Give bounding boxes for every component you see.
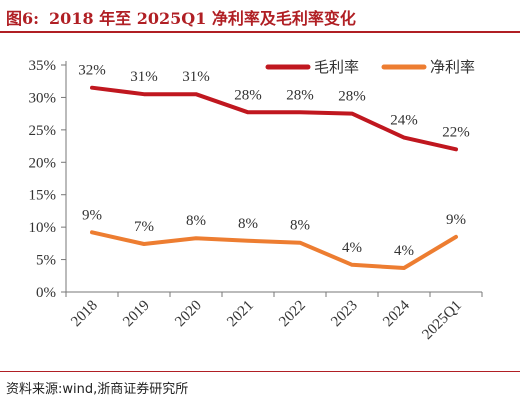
gross-margin-data-label: 24% [390, 113, 418, 129]
y-tick-label: 15% [29, 188, 57, 204]
net-margin-data-label: 8% [290, 218, 310, 234]
source-text: wind,浙商证券研究所 [62, 382, 189, 397]
legend-gross-label: 毛利率 [314, 58, 359, 76]
y-tick-label: 10% [29, 220, 57, 236]
y-tick-label: 25% [29, 123, 57, 139]
legend-net-label: 净利率 [430, 58, 475, 76]
gross-margin-data-label: 31% [182, 69, 210, 85]
gross-margin-data-label: 32% [78, 63, 106, 79]
figure-number: 图6: [6, 9, 40, 28]
title-rule [0, 31, 520, 33]
gross-margin-data-label: 28% [286, 87, 314, 103]
x-tick-label: 2022 [276, 298, 309, 331]
net-margin-data-label: 8% [238, 216, 258, 232]
y-tick-label: 35% [29, 58, 57, 74]
y-tick-label: 30% [29, 90, 57, 106]
source-label: 资料来源: [6, 382, 63, 397]
gross-margin-line [90, 85, 458, 152]
x-tick-label: 2023 [328, 298, 361, 331]
source-note: 资料来源: wind,浙商证券研究所 [6, 378, 188, 397]
gross-margin-data-label: 31% [130, 69, 158, 85]
y-tick-label: 0% [36, 285, 56, 301]
net-margin-data-label: 8% [186, 213, 206, 229]
x-tick-label: 2024 [380, 297, 413, 330]
gross-margin-data-label: 28% [338, 89, 366, 105]
figure-title-text: 2018 年至 2025Q1 净利率及毛利率变化 [49, 9, 356, 28]
net-margin-data-label: 7% [134, 219, 154, 235]
net-margin-data-label: 9% [82, 207, 102, 223]
y-tick-label: 5% [36, 253, 56, 269]
x-tick-label: 2020 [172, 298, 205, 331]
chart: 0% 5% 10% 15% 20% 25% 30% 35% 2018 2019 2020 2021 20… [29, 58, 483, 343]
gross-margin-data-label: 22% [442, 124, 470, 140]
net-margin-data-label: 4% [394, 243, 414, 259]
x-tick-label: 2018 [68, 298, 101, 331]
figure-title: 图6: 2018 年至 2025Q1 净利率及毛利率变化 [6, 4, 514, 30]
net-margin-line [90, 230, 458, 270]
gross-margin-data-label: 28% [234, 87, 262, 103]
source-rule [0, 371, 520, 372]
net-margin-data-label: 9% [446, 212, 466, 228]
net-margin-data-label: 4% [342, 240, 362, 256]
x-tick-label: 2021 [224, 298, 257, 331]
x-tick-label: 2019 [120, 298, 153, 331]
x-tick-label: 2025Q1 [419, 298, 464, 343]
y-tick-label: 20% [29, 155, 57, 171]
